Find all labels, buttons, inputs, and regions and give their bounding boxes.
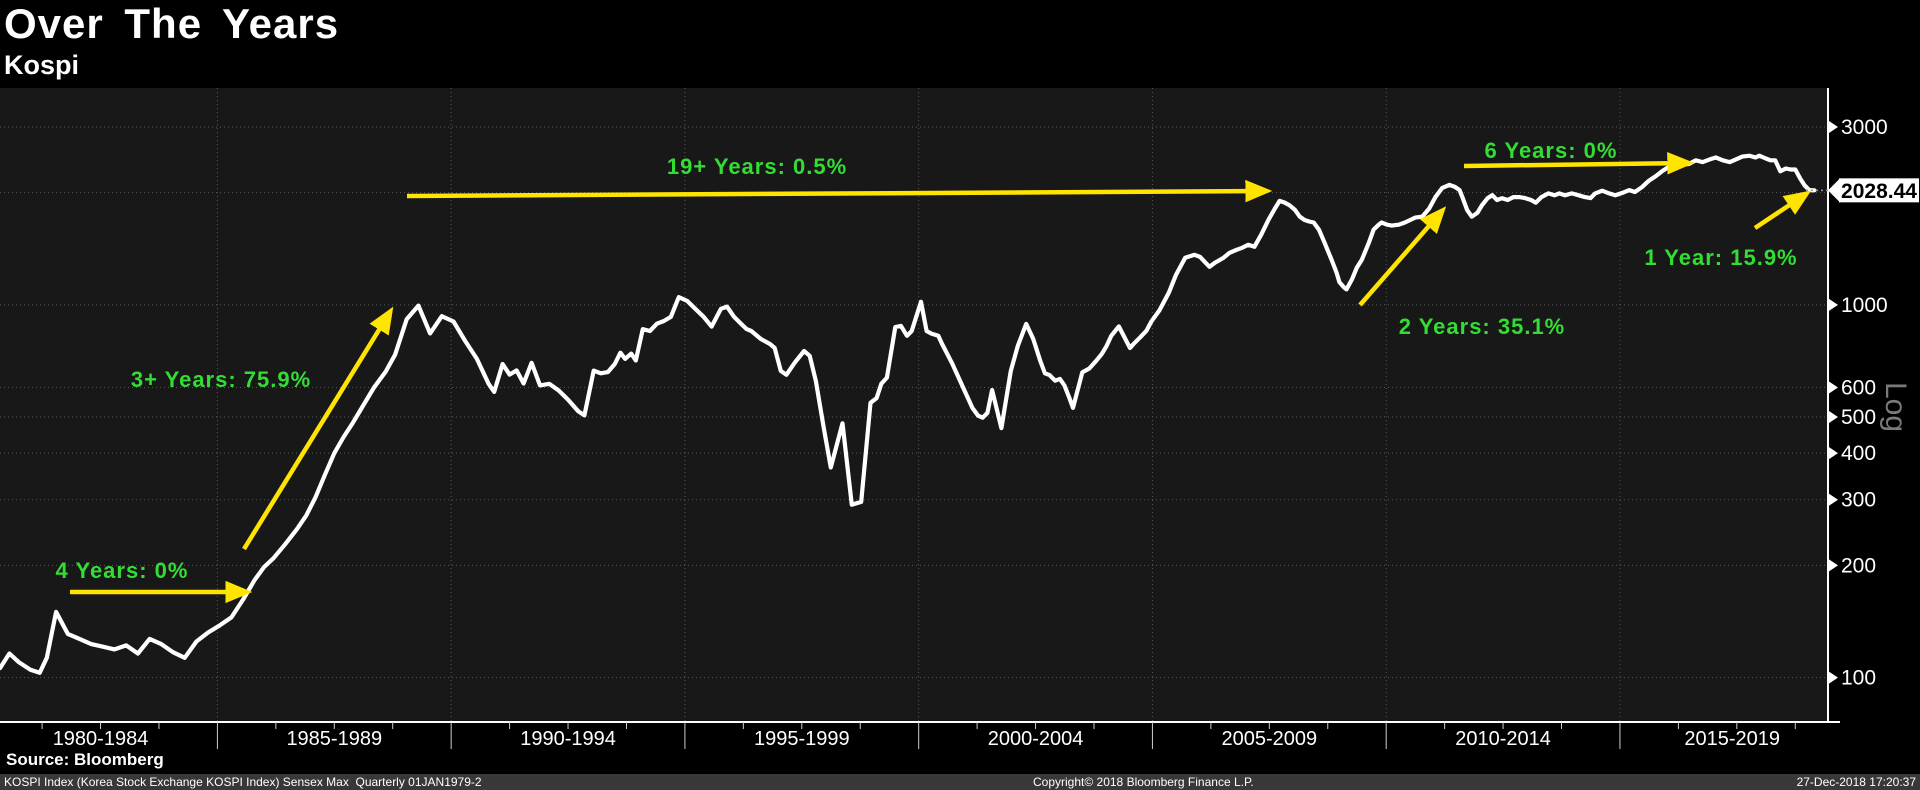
chart-subtitle: Kospi	[4, 50, 80, 80]
annotation-arrow	[1463, 152, 1695, 175]
y-tick-arrow	[1829, 120, 1838, 133]
x-axis-label: 2015-2019	[1684, 728, 1780, 750]
annotation-arrow	[406, 179, 1273, 203]
x-axis-label: 2010-2014	[1455, 728, 1551, 750]
y-axis-label: 1000	[1841, 294, 1888, 317]
log-scale-label: Log	[1879, 382, 1912, 432]
last-price-box	[1839, 178, 1919, 203]
x-axis-label: 1985-1989	[286, 728, 382, 750]
annotation-arrow	[1753, 190, 1812, 230]
y-tick-arrow	[1829, 559, 1838, 572]
annotation-label: 2 Years: 35.1%	[1399, 314, 1566, 339]
plot-area	[0, 88, 1828, 722]
y-axis-label: 100	[1841, 667, 1876, 690]
y-axis-label: 600	[1841, 377, 1876, 400]
kospi-price-line	[0, 153, 1817, 675]
y-tick-arrow	[1829, 447, 1838, 460]
x-axis-label: 1980-1984	[53, 728, 149, 750]
x-axis-label: 1995-1999	[754, 728, 850, 750]
copyright-text: Copyright© 2018 Bloomberg Finance L.P.	[1033, 775, 1254, 789]
last-price-notch	[1828, 179, 1839, 202]
x-axis-label: 2000-2004	[988, 728, 1084, 750]
annotation-label: 3+ Years: 75.9%	[131, 367, 311, 392]
annotation-arrow	[242, 306, 394, 551]
y-axis-label: 200	[1841, 554, 1876, 577]
annotation-label: 4 Years: 0%	[56, 558, 189, 583]
y-axis-label: 3000	[1841, 116, 1888, 139]
timestamp-text: 27-Dec-2018 17:20:37	[1796, 775, 1916, 789]
y-tick-arrow	[1829, 671, 1838, 684]
y-tick-arrow	[1829, 411, 1838, 424]
x-axis-label: 2005-2009	[1221, 728, 1317, 750]
chart-title: Over The Years	[4, 0, 340, 47]
terminal-status-bar: KOSPI Index (Korea Stock Exchange KOSPI …	[0, 774, 1920, 790]
y-tick-arrow	[1829, 381, 1838, 394]
annotation-label: 6 Years: 0%	[1485, 138, 1618, 163]
y-axis-label: 500	[1841, 406, 1876, 429]
annotation-label: 1 Year: 15.9%	[1644, 245, 1797, 270]
x-axis-label: 1990-1994	[520, 728, 616, 750]
y-axis-label: 300	[1841, 489, 1876, 512]
y-axis-label: 400	[1841, 442, 1876, 465]
y-tick-arrow	[1829, 298, 1838, 311]
annotation-label: 19+ Years: 0.5%	[667, 154, 847, 179]
last-price-value: 2028.44	[1841, 180, 1917, 203]
annotation-arrow	[1358, 206, 1447, 307]
y-tick-arrow	[1829, 493, 1838, 506]
source-note: Source: Bloomberg	[6, 750, 164, 769]
chart-meta-text: KOSPI Index (Korea Stock Exchange KOSPI …	[4, 775, 482, 789]
